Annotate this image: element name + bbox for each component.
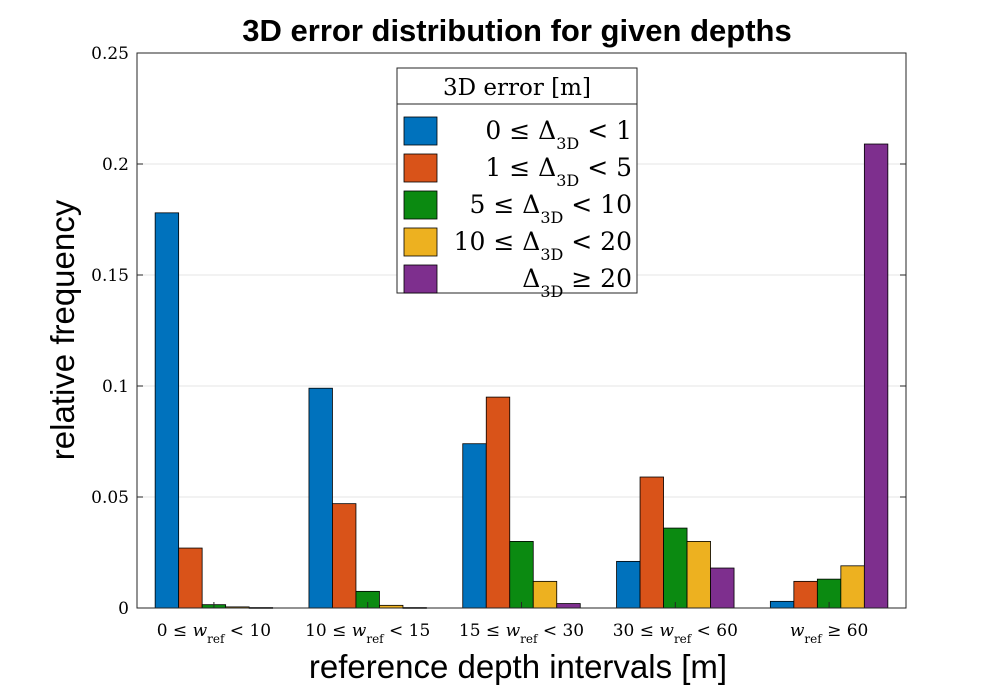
- legend-entry-label: 10 ≤ Δ3D < 20: [454, 227, 632, 264]
- legend: 3D error [m] 0 ≤ Δ3D < 11 ≤ Δ3D < 55 ≤ Δ…: [396, 67, 638, 301]
- legend-swatch: [403, 264, 438, 294]
- bar: [616, 560, 641, 609]
- bar: [178, 547, 203, 609]
- x-axis-label: reference depth intervals [m]: [309, 648, 727, 685]
- bar: [485, 396, 511, 609]
- bar: [863, 143, 889, 609]
- bars: [154, 143, 889, 609]
- y-tick-label: 0.25: [91, 44, 129, 64]
- bar: [793, 580, 818, 609]
- bar: [462, 443, 487, 609]
- bar: [710, 567, 735, 609]
- legend-swatch: [403, 190, 438, 220]
- y-axis: 0 0.05 0.1 0.15 0.2 0.25: [91, 44, 906, 619]
- bar: [308, 387, 333, 609]
- legend-entry-label: 1 ≤ Δ3D < 5: [485, 153, 632, 190]
- bar: [686, 541, 711, 609]
- bar: [840, 565, 865, 609]
- x-tick-label: 30 ≤ wref < 60: [613, 621, 738, 646]
- y-tick-label: 0.2: [102, 155, 129, 175]
- bar: [639, 476, 664, 609]
- x-tick-label: wref ≥ 60: [790, 621, 869, 646]
- legend-entry-label: 0 ≤ Δ3D < 1: [485, 116, 632, 153]
- legend-swatch: [403, 116, 438, 146]
- bar: [556, 603, 581, 609]
- legend-entry-label: Δ3D ≥ 20: [522, 264, 632, 301]
- bar: [532, 580, 558, 609]
- x-axis: 0 ≤ wref < 10 10 ≤ wref < 15 15 ≤ wref < 3…: [157, 602, 869, 646]
- bar: [663, 527, 688, 609]
- x-tick-label: 15 ≤ wref < 30: [459, 621, 584, 646]
- x-tick-label: 0 ≤ wref < 10: [157, 621, 271, 646]
- chart-title: 3D error distribution for given depths: [242, 13, 791, 48]
- bar: [332, 503, 357, 609]
- legend-swatch: [403, 153, 438, 183]
- y-axis-label: relative frequency: [44, 199, 81, 460]
- legend-entry-label: 5 ≤ Δ3D < 10: [470, 190, 632, 227]
- y-tick-label: 0.05: [91, 488, 129, 508]
- y-tick-label: 0.15: [91, 266, 129, 286]
- bar: [769, 600, 795, 609]
- bar: [154, 212, 180, 609]
- y-tick-label: 0.1: [102, 377, 129, 397]
- legend-swatch: [403, 227, 438, 257]
- y-tick-label: 0: [118, 599, 129, 619]
- x-tick-label: 10 ≤ wref < 15: [305, 621, 430, 646]
- legend-title: 3D error [m]: [443, 75, 591, 101]
- bar: [509, 541, 534, 609]
